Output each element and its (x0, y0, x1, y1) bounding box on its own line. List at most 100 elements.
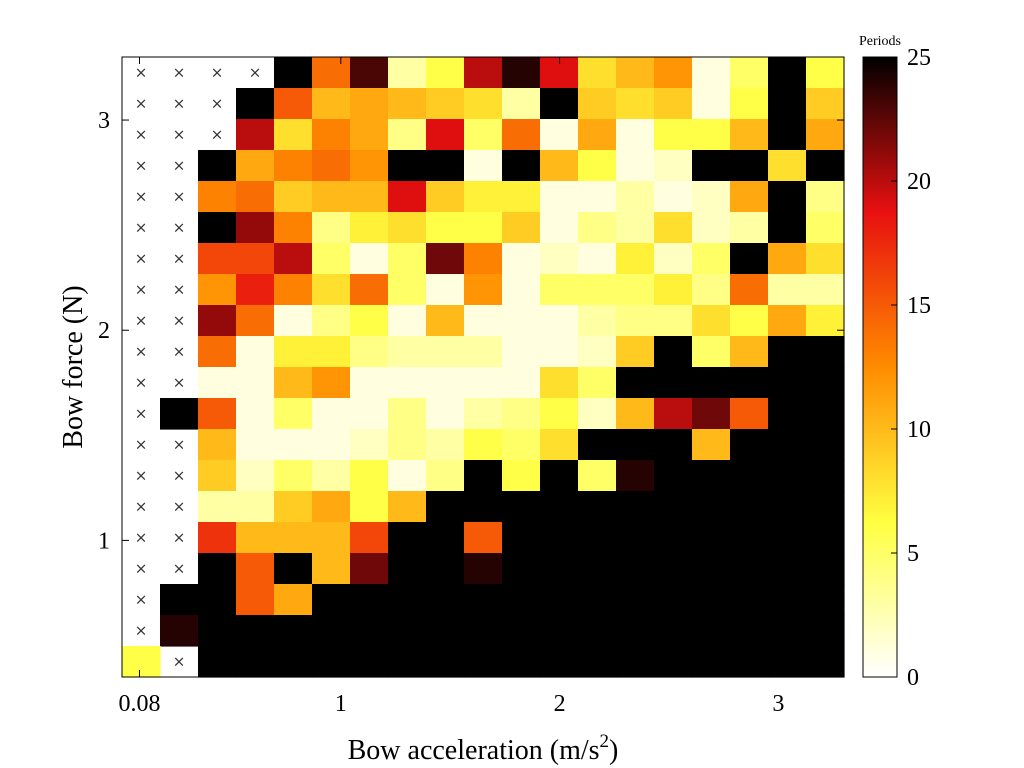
heatmap-cell (350, 429, 389, 461)
heatmap-cell (388, 305, 427, 337)
heatmap-cell (388, 181, 427, 213)
heatmap-cell (654, 491, 693, 523)
heatmap-cell (806, 367, 845, 399)
heatmap-cell (768, 274, 807, 306)
heatmap-cell (312, 646, 351, 678)
heatmap-cell (540, 429, 579, 461)
missing-cell-marker: × (211, 95, 224, 113)
heatmap-cell (464, 615, 503, 647)
missing-cell-marker: × (135, 436, 148, 454)
heatmap-cell (312, 429, 351, 461)
heatmap-cell (312, 584, 351, 616)
heatmap-cell (540, 460, 579, 492)
heatmap-cell (198, 367, 237, 399)
heatmap-cell (768, 584, 807, 616)
heatmap-cell (578, 57, 617, 89)
heatmap-cell (312, 460, 351, 492)
heatmap-cell (692, 615, 731, 647)
heatmap-cell (312, 615, 351, 647)
heatmap-cell (502, 491, 541, 523)
heatmap-cell (274, 336, 313, 368)
heatmap-cell (540, 336, 579, 368)
heatmap-cell (806, 646, 845, 678)
heatmap-cell (426, 367, 465, 399)
missing-cell-marker: × (249, 64, 262, 82)
heatmap-cell (464, 398, 503, 430)
heatmap-cell (502, 274, 541, 306)
heatmap-cell (502, 398, 541, 430)
heatmap-cell (312, 274, 351, 306)
heatmap-cell (388, 429, 427, 461)
heatmap-cell (426, 181, 465, 213)
x-tick-label: 0.08 (119, 691, 161, 717)
heatmap-cell (806, 615, 845, 647)
heatmap-cell (312, 336, 351, 368)
heatmap-cell (616, 150, 655, 182)
heatmap-cell (236, 119, 275, 151)
heatmap-cell (350, 243, 389, 275)
heatmap-cell (426, 212, 465, 244)
heatmap-cell (578, 243, 617, 275)
heatmap-cell (540, 367, 579, 399)
heatmap-cell (388, 460, 427, 492)
heatmap-cell (274, 181, 313, 213)
heatmap-cell (616, 615, 655, 647)
heatmap-cell (426, 150, 465, 182)
heatmap-cell (350, 522, 389, 554)
heatmap-cell (578, 181, 617, 213)
colorbar-title: Periods (859, 34, 901, 49)
heatmap-cell (616, 88, 655, 120)
heatmap-cell (654, 274, 693, 306)
heatmap-cell (464, 522, 503, 554)
missing-cell-marker: × (135, 219, 148, 237)
heatmap-cell (350, 584, 389, 616)
heatmap-cell (730, 57, 769, 89)
heatmap-cell (388, 615, 427, 647)
heatmap-cell (502, 646, 541, 678)
heatmap-cell (692, 305, 731, 337)
heatmap-cell (502, 57, 541, 89)
heatmap-cell (502, 119, 541, 151)
heatmap-cell (540, 181, 579, 213)
heatmap-cell (654, 615, 693, 647)
heatmap-cell (350, 460, 389, 492)
missing-cell-marker: × (211, 64, 224, 82)
x-tick-label: 1 (335, 691, 347, 717)
heatmap-cell (274, 305, 313, 337)
heatmap-cell (426, 274, 465, 306)
missing-cell-marker: × (135, 622, 148, 640)
heatmap-cell (426, 429, 465, 461)
heatmap-cell (616, 646, 655, 678)
heatmap-cell (502, 212, 541, 244)
heatmap-cell (388, 243, 427, 275)
heatmap-cell (350, 181, 389, 213)
missing-cell-marker: × (135, 343, 148, 361)
missing-cell-marker: × (135, 312, 148, 330)
heatmap-cell (198, 615, 237, 647)
missing-cell-marker: × (135, 405, 148, 423)
missing-cell-marker: × (173, 157, 186, 175)
missing-cell-marker: × (173, 560, 186, 578)
heatmap-cell (236, 646, 275, 678)
missing-cell-marker: × (173, 312, 186, 330)
heatmap-cell (692, 491, 731, 523)
heatmap-cell (654, 553, 693, 585)
heatmap-cell (768, 212, 807, 244)
heatmap-cell (464, 274, 503, 306)
heatmap-cell (730, 367, 769, 399)
heatmap-cell (768, 429, 807, 461)
heatmap-cell (806, 584, 845, 616)
missing-cell-marker: × (135, 126, 148, 144)
missing-cell-marker: × (135, 188, 148, 206)
heatmap-cell (692, 584, 731, 616)
x-axis-label: Bow acceleration (m/s2) (348, 731, 619, 766)
y-axis: 1 2 3 (98, 108, 844, 554)
heatmap-cell (198, 584, 237, 616)
heatmap-cell (236, 150, 275, 182)
y-tick-label: 3 (98, 108, 110, 134)
heatmap-cell (692, 398, 731, 430)
colorbar (862, 56, 898, 678)
heatmap-cell (578, 150, 617, 182)
heatmap-cell (236, 88, 275, 120)
